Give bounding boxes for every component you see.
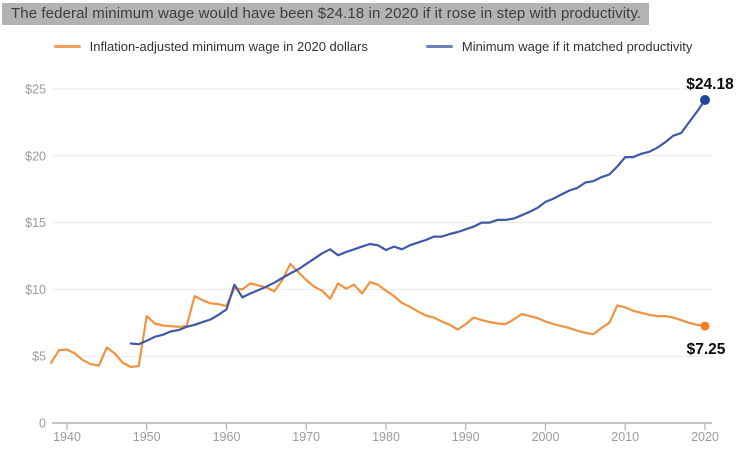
inflation-line [49,262,707,368]
x-axis-label: 1990 [452,430,480,444]
productivity-line [129,98,707,346]
inflation-legend-swatch-icon [53,45,81,48]
x-axis-label: 1970 [292,430,320,444]
x-axis-label: 2000 [532,430,560,444]
x-axis-label: 1980 [372,430,400,444]
value-label: $7.25 [687,341,726,358]
productivity-legend-swatch-icon [425,45,453,48]
y-axis-label: $25 [25,83,46,97]
legend-label-inflation: Inflation-adjusted minimum wage in 2020 … [89,39,368,54]
x-axis-label: 2010 [611,430,639,444]
x-axis-label: 1940 [53,430,81,444]
value-label: $24.18 [686,76,734,93]
inflation-endpoint-dot [700,321,710,331]
x-axis-label: 1950 [133,430,161,444]
y-axis-label: $10 [25,283,46,297]
y-axis-label: $15 [25,216,46,230]
chart-legend: Inflation-adjusted minimum wage in 2020 … [0,39,746,54]
legend-label-productivity: Minimum wage if it matched productivity [461,39,693,54]
y-axis-label: 0 [39,417,46,431]
chart-title: The federal minimum wage would have been… [2,3,744,25]
y-axis-label: $20 [25,149,46,163]
y-axis-label: $5 [32,350,46,364]
chart-title-text: The federal minimum wage would have been… [2,3,650,25]
x-axis-label: 1960 [213,430,241,444]
legend-item-inflation: Inflation-adjusted minimum wage in 2020 … [53,39,368,54]
legend-item-productivity: Minimum wage if it matched productivity [425,39,693,54]
productivity-endpoint-dot [700,95,710,105]
x-axis-label: 2020 [691,430,719,444]
